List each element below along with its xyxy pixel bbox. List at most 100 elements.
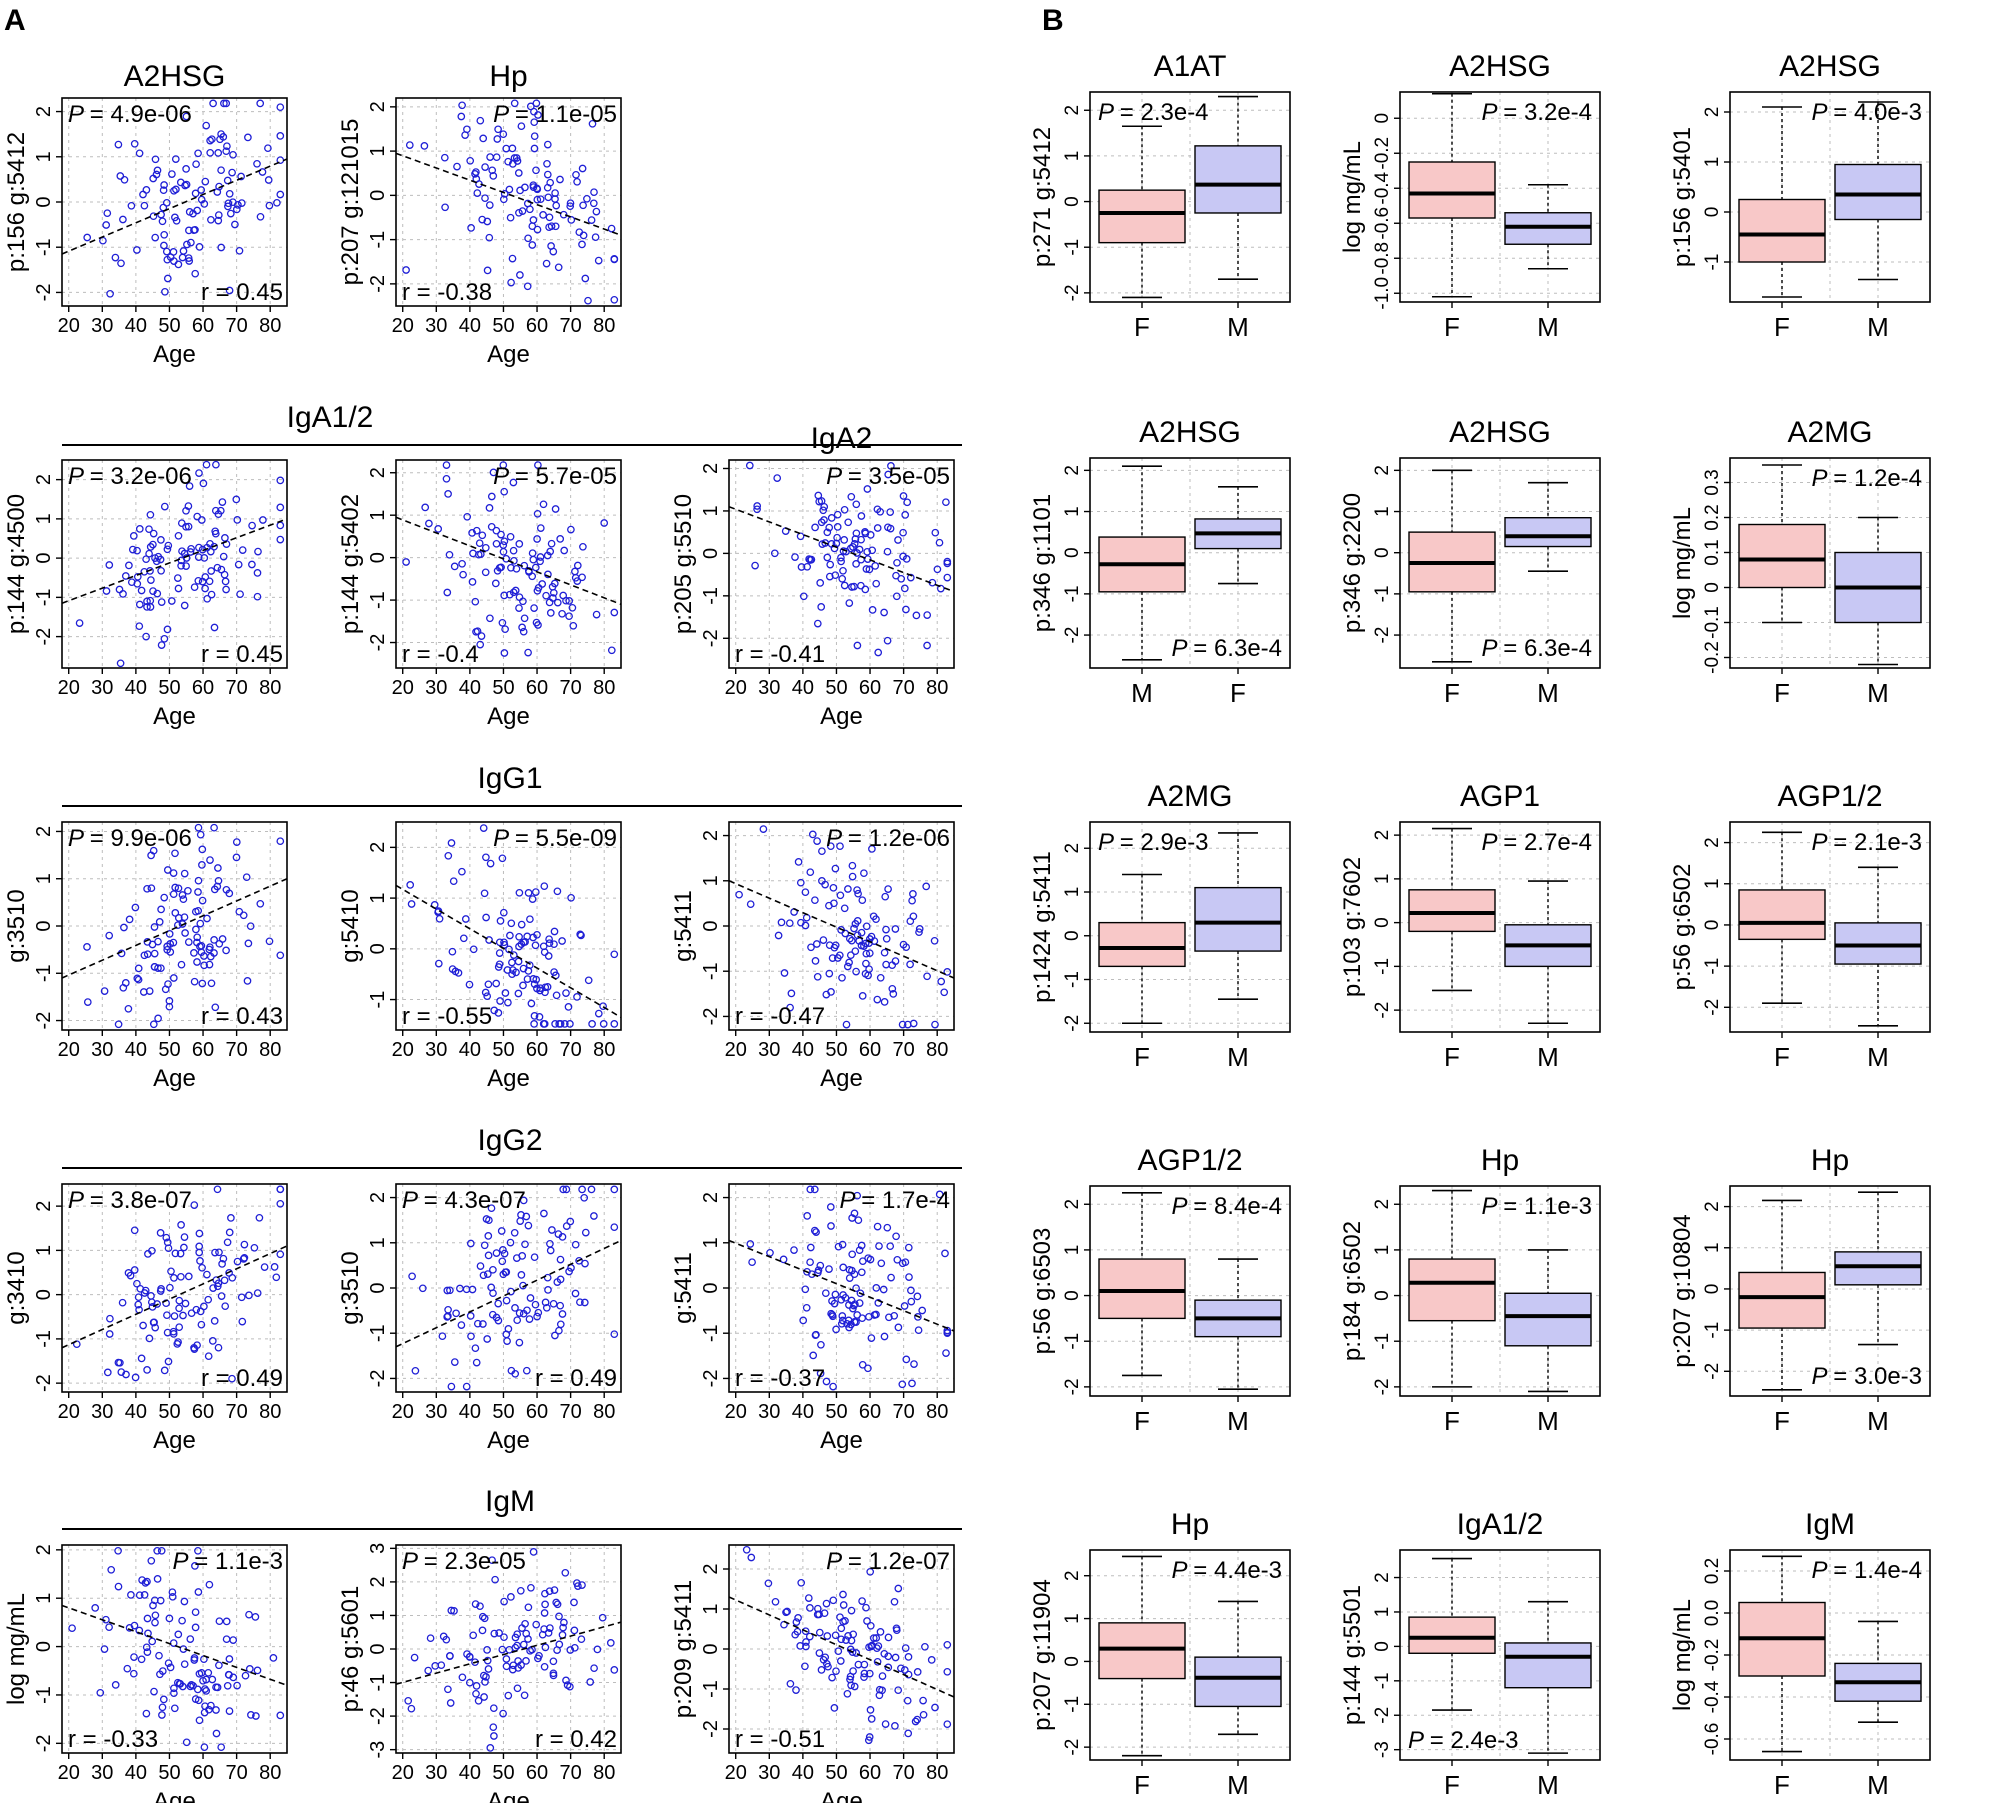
- data-point: [490, 1629, 499, 1638]
- data-point: [783, 1607, 791, 1616]
- data-point: [468, 1285, 477, 1294]
- data-point: [515, 888, 524, 897]
- chart-title: Hp: [1171, 1508, 1209, 1541]
- data-point: [860, 1669, 869, 1678]
- y-tick-label: 2: [367, 842, 389, 853]
- p-value: = 3.5e-05: [848, 463, 950, 490]
- data-point: [746, 1240, 755, 1248]
- data-point: [933, 565, 942, 574]
- y-tick-label: 2: [33, 826, 55, 837]
- data-point: [786, 1003, 794, 1012]
- y-axis-label: p:205 g:5510: [670, 494, 697, 634]
- data-point: [469, 549, 477, 558]
- data-point: [211, 529, 220, 538]
- data-point: [771, 1597, 780, 1606]
- data-point: [103, 209, 112, 218]
- data-point: [801, 1285, 810, 1294]
- data-point: [534, 111, 542, 119]
- data-point: [149, 587, 157, 595]
- data-point: [500, 649, 509, 657]
- data-point: [187, 544, 195, 553]
- x-tick-label: 80: [259, 1401, 281, 1423]
- plot-frame: [1089, 1185, 1291, 1397]
- data-point: [489, 1265, 497, 1274]
- data-point: [134, 964, 143, 973]
- data-point: [829, 1596, 838, 1605]
- data-point: [759, 825, 768, 833]
- data-point: [496, 997, 504, 1005]
- data-point: [533, 930, 541, 939]
- data-point: [170, 186, 178, 195]
- data-point: [823, 1632, 832, 1640]
- data-point: [850, 1682, 859, 1691]
- data-point: [195, 1716, 204, 1725]
- data-point: [872, 1634, 881, 1642]
- data-point: [831, 864, 840, 873]
- data-point: [194, 906, 203, 915]
- data-point: [553, 887, 562, 896]
- data-point: [102, 221, 111, 229]
- data-point: [536, 553, 545, 561]
- data-point: [810, 1226, 819, 1235]
- data-point: [164, 1357, 173, 1366]
- data-point: [541, 1298, 550, 1307]
- data-point: [215, 1661, 223, 1670]
- x-tick-label: 20: [392, 677, 414, 699]
- y-axis-label: log mg/mL: [3, 1593, 30, 1705]
- data-point: [143, 950, 152, 959]
- x-tick-label: 70: [560, 315, 582, 337]
- p-value: = 2.3e-05: [424, 1548, 526, 1575]
- data-point: [149, 846, 158, 855]
- x-tick-label: 70: [226, 1039, 248, 1061]
- p-value: = 9.9e-06: [90, 825, 192, 852]
- data-point: [842, 1636, 850, 1644]
- data-point: [213, 1683, 222, 1692]
- x-axis-label: Age: [487, 1788, 530, 1803]
- data-point: [853, 931, 862, 940]
- data-point: [502, 1655, 511, 1663]
- data-point: [533, 984, 541, 993]
- x-axis-label: Age: [153, 1788, 196, 1803]
- data-point: [183, 240, 191, 249]
- data-point: [848, 872, 857, 881]
- data-point: [174, 1630, 183, 1639]
- x-tick-label: 80: [926, 1039, 948, 1061]
- p-value: = 1.2e-4: [1833, 465, 1922, 492]
- data-point: [815, 1628, 824, 1637]
- data-point: [209, 1284, 217, 1292]
- box-M: [1194, 886, 1282, 952]
- plot-frame: [61, 1183, 288, 1393]
- data-point: [540, 1662, 549, 1671]
- data-point: [143, 884, 151, 893]
- data-point: [245, 1665, 254, 1673]
- data-point: [171, 155, 180, 163]
- data-point: [411, 1366, 420, 1375]
- y-tick-label: -1: [367, 231, 389, 249]
- plot-frame: [1399, 91, 1601, 303]
- y-tick-label: 0.2: [1702, 504, 1723, 530]
- category-label: M: [1867, 678, 1889, 708]
- data-point: [539, 942, 548, 951]
- data-point: [529, 555, 538, 564]
- data-point: [839, 1590, 847, 1599]
- p-symbol: P: [1811, 1363, 1833, 1390]
- data-point: [874, 648, 883, 657]
- y-tick-label: -2: [1372, 1378, 1393, 1395]
- data-point: [555, 1020, 564, 1028]
- data-point: [827, 514, 836, 522]
- data-point: [102, 587, 111, 595]
- data-point: [834, 1647, 843, 1656]
- data-point: [453, 162, 461, 171]
- data-point: [250, 1243, 259, 1252]
- y-tick-label: -2: [367, 1370, 389, 1388]
- data-point: [458, 101, 466, 110]
- y-tick-label: -0.1: [1702, 606, 1723, 639]
- data-point: [472, 1682, 481, 1690]
- data-point: [838, 1240, 847, 1249]
- data-point: [180, 1243, 188, 1252]
- data-point: [151, 554, 159, 562]
- chart-title: Hp: [489, 60, 527, 93]
- data-point: [142, 632, 150, 641]
